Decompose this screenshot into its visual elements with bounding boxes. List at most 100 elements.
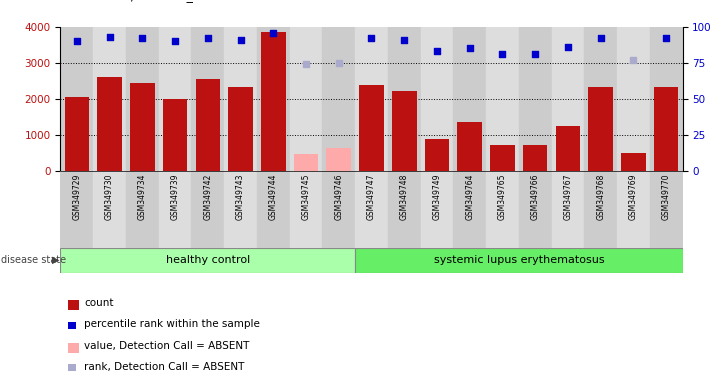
Text: GSM349749: GSM349749 bbox=[432, 173, 442, 220]
Point bbox=[365, 35, 377, 41]
Bar bbox=[486, 27, 519, 171]
Bar bbox=[584, 27, 617, 171]
Bar bbox=[261, 32, 286, 171]
Bar bbox=[93, 27, 126, 171]
Text: GSM349747: GSM349747 bbox=[367, 173, 376, 220]
Bar bbox=[421, 27, 454, 171]
Bar bbox=[388, 27, 421, 171]
Bar bbox=[617, 27, 650, 171]
Bar bbox=[486, 171, 519, 248]
Text: GSM349765: GSM349765 bbox=[498, 173, 507, 220]
Point bbox=[464, 45, 476, 51]
Text: healthy control: healthy control bbox=[166, 255, 250, 265]
Bar bbox=[163, 99, 187, 171]
Bar bbox=[326, 148, 351, 171]
Bar bbox=[556, 126, 580, 171]
Text: rank, Detection Call = ABSENT: rank, Detection Call = ABSENT bbox=[84, 362, 245, 372]
Bar bbox=[159, 171, 191, 248]
Bar bbox=[224, 171, 257, 248]
Bar bbox=[126, 27, 159, 171]
Bar bbox=[289, 171, 322, 248]
Bar bbox=[60, 171, 93, 248]
Bar bbox=[196, 79, 220, 171]
Bar bbox=[228, 87, 253, 171]
Point bbox=[497, 51, 508, 57]
Bar bbox=[454, 27, 486, 171]
Bar bbox=[490, 145, 515, 171]
Text: GSM349768: GSM349768 bbox=[597, 173, 605, 220]
Bar bbox=[257, 171, 289, 248]
Bar bbox=[355, 171, 388, 248]
Bar bbox=[93, 171, 126, 248]
Bar bbox=[322, 27, 355, 171]
Bar bbox=[322, 171, 355, 248]
Text: value, Detection Call = ABSENT: value, Detection Call = ABSENT bbox=[84, 341, 250, 351]
Text: GSM349766: GSM349766 bbox=[530, 173, 540, 220]
Bar bbox=[584, 171, 617, 248]
Text: GSM349770: GSM349770 bbox=[662, 173, 670, 220]
Text: ▶: ▶ bbox=[52, 255, 60, 265]
Point bbox=[169, 38, 181, 44]
Text: GSM349744: GSM349744 bbox=[269, 173, 278, 220]
Point bbox=[628, 57, 639, 63]
Bar bbox=[359, 85, 384, 171]
Point bbox=[104, 34, 115, 40]
Point bbox=[530, 51, 541, 57]
Text: GSM349734: GSM349734 bbox=[138, 173, 146, 220]
Bar bbox=[355, 27, 388, 171]
Text: GSM349748: GSM349748 bbox=[400, 173, 409, 220]
Bar bbox=[650, 27, 683, 171]
Bar bbox=[97, 77, 122, 171]
Bar bbox=[159, 27, 191, 171]
Bar bbox=[355, 248, 683, 273]
Bar bbox=[65, 97, 89, 171]
Bar bbox=[552, 171, 584, 248]
Bar bbox=[454, 171, 486, 248]
Bar bbox=[457, 122, 482, 171]
Text: GDS4719 / 226019_at: GDS4719 / 226019_at bbox=[68, 0, 205, 2]
Text: GSM349745: GSM349745 bbox=[301, 173, 311, 220]
Point bbox=[137, 35, 148, 41]
Point bbox=[399, 37, 410, 43]
Bar bbox=[191, 27, 224, 171]
Text: GSM349729: GSM349729 bbox=[73, 173, 81, 220]
Point bbox=[71, 38, 82, 44]
Point bbox=[333, 60, 344, 66]
Bar bbox=[130, 83, 154, 171]
Bar bbox=[654, 88, 678, 171]
Bar bbox=[289, 27, 322, 171]
Bar bbox=[589, 88, 613, 171]
Bar bbox=[552, 27, 584, 171]
Text: GSM349743: GSM349743 bbox=[236, 173, 245, 220]
Text: GSM349739: GSM349739 bbox=[171, 173, 180, 220]
Text: GSM349742: GSM349742 bbox=[203, 173, 213, 220]
Bar bbox=[650, 171, 683, 248]
Point bbox=[661, 35, 672, 41]
Point bbox=[202, 35, 213, 41]
Bar bbox=[388, 171, 421, 248]
Text: systemic lupus erythematosus: systemic lupus erythematosus bbox=[434, 255, 604, 265]
Bar bbox=[191, 171, 224, 248]
Text: GSM349767: GSM349767 bbox=[563, 173, 572, 220]
Point bbox=[432, 48, 443, 55]
Bar bbox=[519, 27, 552, 171]
Bar bbox=[523, 145, 547, 171]
Text: GSM349764: GSM349764 bbox=[465, 173, 474, 220]
Bar bbox=[392, 91, 417, 171]
Text: GSM349730: GSM349730 bbox=[105, 173, 114, 220]
Point bbox=[300, 61, 311, 68]
Bar bbox=[224, 27, 257, 171]
Text: count: count bbox=[84, 298, 113, 308]
Text: GSM349746: GSM349746 bbox=[334, 173, 343, 220]
Bar bbox=[519, 171, 552, 248]
Bar bbox=[617, 171, 650, 248]
Bar bbox=[294, 154, 319, 171]
Bar bbox=[424, 139, 449, 171]
Point bbox=[235, 37, 246, 43]
Bar bbox=[421, 171, 454, 248]
Bar bbox=[60, 27, 93, 171]
Text: GSM349769: GSM349769 bbox=[629, 173, 638, 220]
Bar bbox=[60, 248, 355, 273]
Point bbox=[595, 35, 606, 41]
Point bbox=[267, 30, 279, 36]
